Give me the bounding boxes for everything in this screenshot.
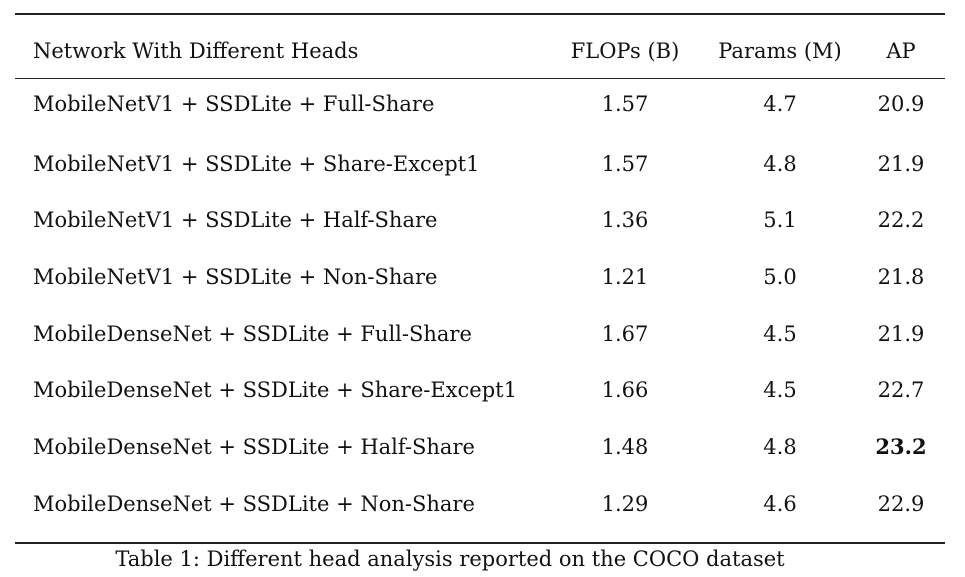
table-caption: Table 1: Different head analysis reporte… — [115, 547, 785, 571]
table-row: MobileDenseNet + SSDLite + Half-Share 1.… — [0, 431, 965, 463]
header-params: Params (M) — [718, 39, 842, 63]
header-network: Network With Different Heads — [33, 39, 359, 63]
row-ap: 21.8 — [877, 265, 925, 289]
row-params: 4.7 — [763, 92, 797, 116]
row-ap: 22.9 — [877, 492, 925, 516]
row-network: MobileDenseNet + SSDLite + Half-Share — [33, 435, 475, 459]
table-row: MobileNetV1 + SSDLite + Non-Share 1.21 5… — [0, 261, 965, 293]
row-flops: 1.57 — [601, 92, 649, 116]
row-flops: 1.66 — [601, 378, 649, 402]
header-ap: AP — [886, 39, 916, 63]
row-ap: 22.7 — [877, 378, 925, 402]
row-params: 4.6 — [763, 492, 797, 516]
table-bottom-rule — [15, 542, 945, 544]
row-flops: 1.29 — [601, 492, 649, 516]
table-row: MobileNetV1 + SSDLite + Share-Except1 1.… — [0, 148, 965, 180]
row-params: 5.0 — [763, 265, 797, 289]
row-ap-best: 23.2 — [875, 434, 927, 459]
row-network: MobileNetV1 + SSDLite + Half-Share — [33, 208, 438, 232]
table-row: MobileDenseNet + SSDLite + Full-Share 1.… — [0, 318, 965, 350]
row-network: MobileNetV1 + SSDLite + Share-Except1 — [33, 152, 480, 176]
row-params: 4.8 — [763, 152, 797, 176]
table-top-rule — [15, 13, 945, 15]
row-ap: 21.9 — [877, 322, 925, 346]
table-row: MobileNetV1 + SSDLite + Full-Share 1.57 … — [0, 88, 965, 120]
row-flops: 1.67 — [601, 322, 649, 346]
table-row: MobileDenseNet + SSDLite + Non-Share 1.2… — [0, 488, 965, 520]
row-network: MobileDenseNet + SSDLite + Full-Share — [33, 322, 472, 346]
row-params: 5.1 — [763, 208, 797, 232]
row-params: 4.8 — [763, 435, 797, 459]
row-flops: 1.36 — [601, 208, 649, 232]
table-header-rule — [15, 78, 945, 79]
row-ap: 22.2 — [877, 208, 925, 232]
row-network: MobileNetV1 + SSDLite + Full-Share — [33, 92, 435, 116]
row-params: 4.5 — [763, 378, 797, 402]
row-ap: 20.9 — [877, 92, 925, 116]
table-row: MobileDenseNet + SSDLite + Share-Except1… — [0, 374, 965, 406]
row-ap: 21.9 — [877, 152, 925, 176]
row-network: MobileDenseNet + SSDLite + Share-Except1 — [33, 378, 517, 402]
row-flops: 1.57 — [601, 152, 649, 176]
row-flops: 1.21 — [601, 265, 649, 289]
row-flops: 1.48 — [601, 435, 649, 459]
table-row: MobileNetV1 + SSDLite + Half-Share 1.36 … — [0, 204, 965, 236]
row-params: 4.5 — [763, 322, 797, 346]
row-network: MobileDenseNet + SSDLite + Non-Share — [33, 492, 475, 516]
table-header-row: Network With Different Heads FLOPs (B) P… — [0, 35, 965, 67]
row-network: MobileNetV1 + SSDLite + Non-Share — [33, 265, 438, 289]
header-flops: FLOPs (B) — [570, 39, 680, 63]
